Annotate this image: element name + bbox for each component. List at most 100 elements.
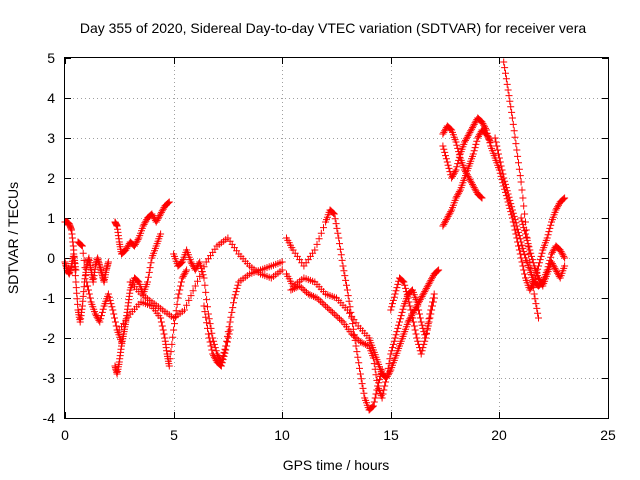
data-point-marker: [538, 249, 546, 257]
y-tick-labels: -4 -3 -2 -1 0 1 2 3 4 5: [43, 50, 56, 426]
data-point-marker: [225, 330, 233, 338]
data-point-marker: [426, 278, 434, 286]
x-axis-title: GPS time / hours: [283, 457, 390, 473]
data-point-marker: [308, 292, 316, 300]
data-point-marker: [392, 287, 400, 295]
data-point-marker: [358, 339, 366, 347]
data-point-marker: [401, 281, 409, 289]
data-point-marker: [441, 148, 449, 156]
data-point-marker: [218, 359, 226, 367]
data-point-marker: [393, 284, 401, 292]
data-point-marker: [561, 194, 569, 202]
data-point-marker: [219, 356, 227, 364]
data-point-marker: [429, 298, 436, 306]
data-point-marker: [463, 133, 471, 141]
data-point-marker: [465, 130, 473, 138]
data-point-marker: [502, 69, 509, 77]
data-point-marker: [510, 127, 518, 135]
data-point-marker: [483, 132, 491, 140]
data-point-marker: [528, 252, 535, 260]
data-point-marker: [173, 300, 181, 308]
data-point-marker: [320, 300, 328, 308]
data-point-marker: [157, 208, 165, 216]
data-point-marker: [203, 296, 211, 304]
data-point-marker: [107, 300, 115, 308]
data-point-marker: [521, 227, 529, 235]
data-point-marker: [384, 371, 392, 379]
data-point-marker: [393, 328, 401, 336]
data-point-marker: [551, 264, 559, 272]
data-point-marker: [482, 130, 490, 138]
data-point-marker: [552, 206, 560, 214]
data-point-marker: [442, 155, 450, 163]
data-point-marker: [500, 174, 508, 182]
data-point-marker: [468, 125, 476, 133]
data-point-marker: [424, 281, 432, 289]
data-point-marker: [313, 240, 321, 248]
data-point-marker: [467, 177, 475, 185]
data-point-marker: [524, 240, 532, 248]
data-point-marker: [311, 246, 319, 254]
data-point-marker: [502, 180, 509, 188]
data-point-marker: [313, 294, 321, 302]
data-point-marker: [133, 237, 141, 245]
data-point-marker: [105, 293, 113, 301]
data-point-marker: [519, 262, 527, 270]
data-point-marker: [111, 314, 118, 322]
data-point-marker: [449, 171, 457, 179]
data-point-marker: [341, 272, 349, 280]
data-point-marker: [509, 120, 517, 128]
data-point-marker: [462, 168, 469, 176]
data-point-marker: [498, 166, 506, 174]
data-point-marker: [561, 262, 569, 270]
data-point-marker: [558, 249, 566, 257]
data-point-marker: [369, 354, 377, 362]
data-point-marker: [544, 231, 552, 239]
data-point-marker: [501, 64, 509, 72]
data-point-marker: [208, 329, 216, 337]
data-point-marker: [420, 340, 428, 348]
data-point-marker: [167, 348, 175, 356]
data-point-marker: [519, 244, 527, 252]
data-point-marker: [503, 80, 511, 88]
data-point-marker: [545, 228, 553, 236]
data-point-marker: [122, 246, 130, 254]
data-point-marker: [373, 376, 381, 384]
data-point-marker: [559, 196, 567, 204]
data-point-marker: [485, 135, 493, 143]
data-point-marker: [381, 382, 389, 390]
data-point-marker: [533, 304, 541, 312]
data-point-marker: [205, 334, 213, 342]
data-point-marker: [230, 294, 238, 302]
data-point-marker: [359, 384, 367, 392]
data-point-marker: [454, 144, 462, 152]
data-point-marker: [380, 386, 388, 394]
data-point-marker: [357, 375, 365, 383]
data-point-marker: [290, 284, 298, 292]
data-point-marker: [210, 337, 218, 345]
data-point-marker: [149, 212, 157, 220]
data-point-marker: [520, 248, 528, 256]
data-point-marker: [557, 248, 565, 256]
data-point-marker: [452, 194, 460, 202]
data-point-marker: [104, 258, 112, 266]
data-point-marker: [225, 323, 233, 331]
data-point-marker: [518, 217, 526, 225]
data-point-marker: [553, 268, 561, 276]
data-point-marker: [517, 178, 525, 186]
data-point-marker: [210, 352, 218, 360]
data-point-marker: [134, 277, 142, 285]
data-point-marker: [561, 254, 569, 262]
data-point-marker: [546, 224, 554, 232]
data-point-marker: [159, 205, 167, 213]
data-point-marker: [470, 184, 478, 192]
data-point-marker: [554, 203, 562, 211]
data-point-marker: [196, 258, 204, 266]
data-point-marker: [369, 402, 377, 410]
data-point-marker: [410, 322, 418, 330]
data-point-marker: [360, 389, 368, 397]
data-point-marker: [123, 244, 131, 252]
data-point-marker: [500, 58, 508, 66]
data-point-marker: [221, 349, 229, 357]
